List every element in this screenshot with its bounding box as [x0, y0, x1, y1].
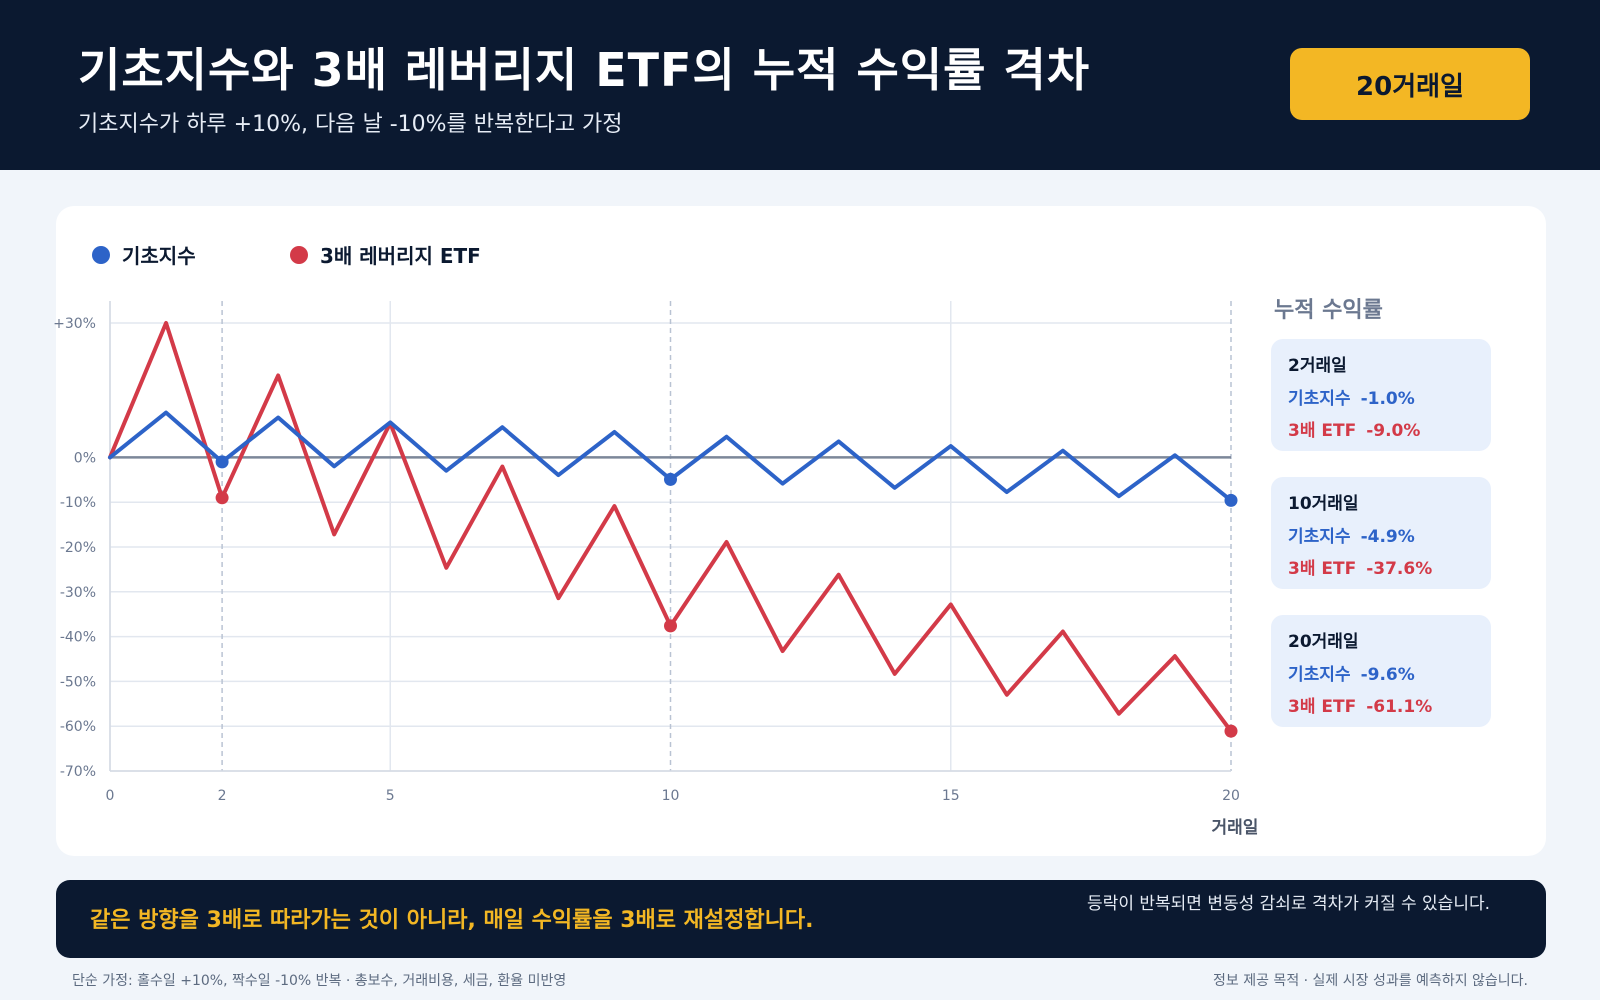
info-base-row: 기초지수 -9.6%	[1288, 660, 1491, 685]
x-tick-label: 0	[106, 788, 115, 804]
etf-marker	[664, 619, 677, 633]
page-subtitle: 기초지수가 하루 +10%, 다음 날 -10%를 반복한다고 가정	[78, 112, 623, 137]
etf-marker	[215, 491, 229, 505]
base-marker	[215, 455, 229, 469]
info-etf-label: 3배 ETF	[1288, 421, 1357, 441]
info-base-label: 기초지수	[1288, 665, 1351, 685]
header: 기초지수와 3배 레버리지 ETF의 누적 수익률 격차 기초지수가 하루 +1…	[0, 0, 1600, 170]
y-tick-label: -30%	[60, 585, 96, 601]
info-etf-label: 3배 ETF	[1288, 559, 1357, 579]
info-base-value: -9.6%	[1360, 665, 1415, 685]
info-etf-value: -61.1%	[1366, 697, 1433, 717]
footer-banner: 같은 방향을 3배로 따라가는 것이 아니라, 매일 수익률을 3배로 재설정합…	[56, 880, 1546, 958]
y-tick-label: -20%	[60, 540, 96, 556]
info-box-day2: 2거래일 기초지수 -1.0% 3배 ETF -9.0%	[1271, 339, 1491, 451]
x-tick-label: 5	[386, 788, 395, 804]
y-tick-label: -40%	[60, 630, 96, 646]
legend-dot-etf	[290, 245, 308, 264]
info-base-row: 기초지수 -4.9%	[1288, 522, 1491, 547]
x-axis-title: 거래일	[1212, 818, 1259, 838]
y-tick-label: 0%	[74, 450, 96, 466]
footer-main-message: 같은 방향을 3배로 따라가는 것이 아니라, 매일 수익률을 3배로 재설정합…	[90, 908, 814, 933]
y-tick-label: -50%	[60, 674, 96, 690]
x-tick-label: 20	[1222, 788, 1240, 804]
assumption-note: 단순 가정: 홀수일 +10%, 짝수일 -10% 반복 · 총보수, 거래비용…	[72, 973, 567, 989]
disclaimer-note: 정보 제공 목적 · 실제 시장 성과를 예측하지 않습니다.	[1213, 973, 1528, 989]
legend-item-base: 기초지수	[92, 240, 196, 269]
info-base-label: 기초지수	[1288, 389, 1351, 409]
info-etf-value: -9.0%	[1366, 421, 1421, 441]
info-base-label: 기초지수	[1288, 527, 1351, 547]
side-panel-title: 누적 수익률	[1274, 298, 1383, 323]
info-day-label: 10거래일	[1288, 494, 1359, 514]
info-etf-value: -37.6%	[1366, 559, 1433, 579]
page-title: 기초지수와 3배 레버리지 ETF의 누적 수익률 격차	[78, 43, 1091, 97]
y-tick-label: -10%	[60, 495, 96, 511]
info-etf-row: 3배 ETF -9.0%	[1288, 416, 1491, 441]
legend-label-base: 기초지수	[122, 244, 196, 268]
info-etf-label: 3배 ETF	[1288, 697, 1357, 717]
period-badge: 20거래일	[1290, 48, 1530, 120]
info-base-row: 기초지수 -1.0%	[1288, 384, 1491, 409]
info-box-day20: 20거래일 기초지수 -9.6% 3배 ETF -61.1%	[1271, 615, 1491, 727]
x-tick-label: 15	[942, 788, 960, 804]
footer-side-message: 등락이 반복되면 변동성 감쇠로 격차가 커질 수 있습니다.	[1087, 894, 1490, 914]
info-etf-row: 3배 ETF -37.6%	[1288, 554, 1491, 579]
y-tick-label: -70%	[60, 764, 96, 780]
base-marker	[1224, 493, 1238, 507]
info-box-day10: 10거래일 기초지수 -4.9% 3배 ETF -37.6%	[1271, 477, 1491, 589]
legend-item-etf: 3배 레버리지 ETF	[290, 240, 481, 269]
info-etf-row: 3배 ETF -61.1%	[1288, 692, 1491, 717]
info-base-value: -1.0%	[1360, 389, 1415, 409]
info-day-label: 2거래일	[1288, 356, 1347, 376]
base-marker	[664, 472, 677, 486]
legend-dot-base	[92, 245, 110, 264]
y-tick-label: +30%	[53, 316, 96, 332]
x-tick-label: 10	[662, 788, 680, 804]
legend-label-etf: 3배 레버리지 ETF	[320, 244, 481, 268]
info-day-label: 20거래일	[1288, 632, 1359, 652]
x-tick-label: 2	[218, 788, 227, 804]
etf-marker	[1224, 724, 1238, 738]
y-tick-label: -60%	[60, 719, 96, 735]
info-base-value: -4.9%	[1360, 527, 1415, 547]
